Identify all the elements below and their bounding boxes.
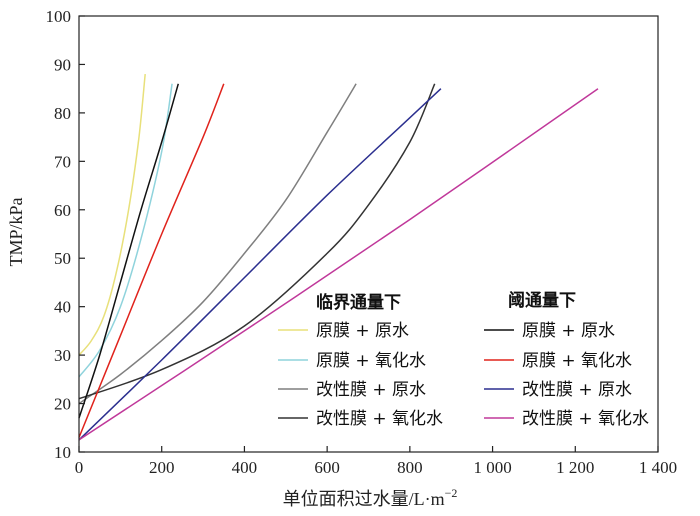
y-tick-label: 50 (54, 249, 71, 268)
series-line-critical-modified-membrane-raw-water (78, 83, 357, 405)
legend-label-critical-modified-membrane-raw-water: 改性膜 + 原水 (316, 380, 426, 400)
x-tick-label: 600 (314, 458, 340, 477)
x-tick-label: 1 000 (473, 458, 511, 477)
plot-frame (78, 15, 659, 453)
x-axis-label-superscript: −2 (445, 486, 458, 500)
y-tick-label: 70 (54, 152, 71, 171)
y-tick-label: 40 (54, 298, 71, 317)
y-tick-label: 80 (54, 104, 71, 123)
series-line-threshold-raw-membrane-oxidized-water (78, 83, 225, 438)
legend-group-title-threshold: 阈通量下 (508, 290, 576, 311)
y-tick-label: 60 (54, 201, 71, 220)
y-tick-label: 30 (54, 346, 71, 365)
series-line-critical-raw-membrane-raw-water (78, 74, 146, 356)
x-tick-label: 1 400 (639, 458, 677, 477)
series-line-threshold-modified-membrane-oxidized-water (78, 88, 599, 441)
legend-label-threshold-raw-membrane-oxidized-water: 原膜 + 氧化水 (522, 351, 632, 371)
x-tick-label: 200 (149, 458, 175, 477)
series-layer (78, 74, 599, 441)
series-line-critical-raw-membrane-oxidized-water (78, 83, 173, 378)
x-axis-label-main: 单位面积过水量/L·m (283, 489, 445, 509)
legend-group-title-critical: 临界通量下 (316, 292, 401, 313)
axes (78, 15, 659, 453)
y-tick-label: 100 (46, 7, 72, 26)
legend-label-critical-raw-membrane-oxidized-water: 原膜 + 氧化水 (316, 351, 426, 371)
x-tick-label: 0 (75, 458, 84, 477)
y-tick-label: 20 (54, 395, 71, 414)
legend-label-threshold-modified-membrane-oxidized-water: 改性膜 + 氧化水 (522, 409, 649, 429)
x-tick-label: 1 200 (556, 458, 594, 477)
y-tick-label: 10 (54, 443, 71, 462)
y-tick-label: 90 (54, 55, 71, 74)
legend-label-critical-raw-membrane-raw-water: 原膜 + 原水 (316, 321, 409, 341)
legend-label-threshold-modified-membrane-raw-water: 改性膜 + 原水 (522, 380, 632, 400)
x-tick-label: 800 (397, 458, 423, 477)
series-line-threshold-modified-membrane-raw-water (78, 88, 442, 441)
y-axis-label: TMP/kPa (6, 197, 26, 266)
tick-layer: 0 200 400 600 800 1 000 1 200 1 400 10 20 30 40 50 60… (46, 7, 678, 477)
x-tick-label: 400 (232, 458, 258, 477)
legend-label-threshold-raw-membrane-raw-water: 原膜 + 原水 (522, 321, 615, 341)
legend-label-critical-modified-membrane-oxidized-water: 改性膜 + 氧化水 (316, 409, 443, 429)
series-line-critical-modified-membrane-oxidized-water (78, 83, 436, 400)
series-line-threshold-raw-membrane-raw-water (78, 83, 180, 419)
x-axis-label: 单位面积过水量/L·m−2 (283, 486, 458, 509)
